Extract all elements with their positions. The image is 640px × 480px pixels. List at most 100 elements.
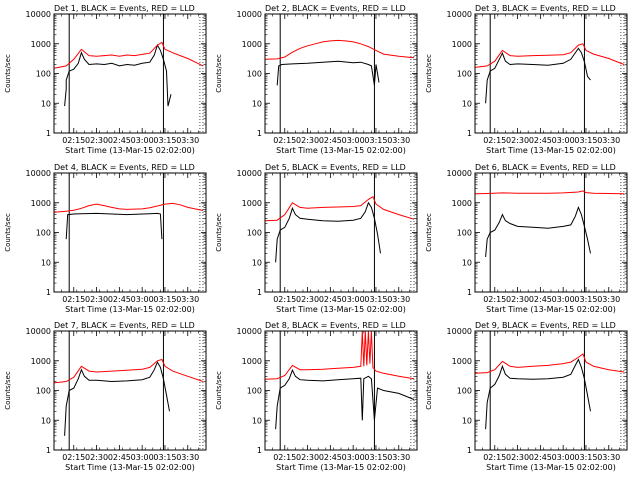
y-tick-label: 1 — [257, 446, 262, 455]
y-axis-label: Counts/sec — [425, 213, 433, 252]
series-black-line — [485, 205, 591, 258]
x-axis-label: Start Time (13-Mar-15 02:02:00) — [276, 146, 406, 155]
y-tick-label: 1000 — [452, 199, 472, 208]
x-tick-label: 03:15 — [364, 453, 387, 462]
y-axis-label: Counts/sec — [4, 213, 12, 252]
x-tick-label: 02:30 — [85, 295, 108, 304]
y-tick-label: 1000 — [31, 357, 51, 366]
y-tick-label: 1 — [46, 288, 51, 297]
y-tick-label: 10000 — [447, 327, 472, 336]
x-tick-label: 03:30 — [176, 136, 199, 145]
x-axis-label: Start Time (13-Mar-15 02:02:00) — [486, 305, 616, 314]
x-tick-label: 02:45 — [529, 136, 552, 145]
y-tick-label: 100 — [247, 387, 262, 396]
y-tick-label: 1000 — [452, 357, 472, 366]
y-tick-label: 10 — [462, 416, 472, 425]
y-tick-label: 1 — [46, 446, 51, 455]
x-tick-label: 03:15 — [364, 136, 387, 145]
x-tick-label: 02:45 — [319, 136, 342, 145]
x-tick-label: 03:30 — [387, 136, 410, 145]
series-black-line — [275, 368, 415, 430]
x-axis-label: Start Time (13-Mar-15 02:02:00) — [276, 305, 406, 314]
y-tick-label: 10 — [462, 258, 472, 267]
y-tick-label: 10000 — [26, 169, 51, 178]
x-tick-label: 03:30 — [387, 295, 410, 304]
x-tick-label: 02:30 — [506, 453, 529, 462]
x-tick-label: 02:45 — [108, 453, 131, 462]
y-tick-label: 1000 — [31, 199, 51, 208]
y-tick-label: 100 — [457, 387, 472, 396]
x-tick-label: 02:15 — [273, 295, 296, 304]
y-axis-label: Counts/sec — [4, 54, 12, 93]
x-tick-label: 03:00 — [131, 453, 154, 462]
detector-panel-9: Det 9, BLACK = Events, RED = LLD Counts/s… — [425, 321, 628, 472]
plot-frame — [474, 13, 628, 134]
series-red-line — [53, 202, 204, 213]
x-tick-label: 02:15 — [62, 295, 85, 304]
x-tick-label: 03:30 — [387, 453, 410, 462]
series-red-line — [474, 353, 625, 374]
x-tick-label: 03:00 — [552, 295, 575, 304]
x-tick-label: 03:15 — [153, 295, 176, 304]
y-axis-label: Counts/sec — [215, 371, 223, 410]
series-black-line — [64, 43, 172, 107]
y-tick-label: 10000 — [447, 10, 472, 19]
y-axis-label: Counts/sec — [215, 54, 223, 93]
y-tick-label: 10000 — [237, 169, 262, 178]
x-tick-label: 03:00 — [342, 295, 365, 304]
panel-title: Det 8, BLACK = Events, RED = LLD — [265, 321, 406, 330]
x-tick-label: 02:15 — [62, 453, 85, 462]
detector-panel-8: Det 8, BLACK = Events, RED = LLD Counts/s… — [215, 321, 418, 472]
x-tick-label: 02:15 — [62, 136, 85, 145]
x-axis-label: Start Time (13-Mar-15 02:02:00) — [65, 146, 195, 155]
y-tick-label: 100 — [36, 229, 51, 238]
detector-panel-7: Det 7, BLACK = Events, RED = LLD Counts/s… — [4, 321, 207, 472]
detector-panel-6: Det 6, BLACK = Events, RED = LLD Counts/s… — [425, 163, 628, 314]
x-tick-label: 03:30 — [597, 295, 620, 304]
x-tick-label: 03:15 — [574, 295, 597, 304]
panel-title: Det 7, BLACK = Events, RED = LLD — [54, 321, 195, 330]
x-tick-label: 03:30 — [597, 136, 620, 145]
series-black-line — [485, 358, 591, 430]
x-tick-label: 02:45 — [108, 136, 131, 145]
y-tick-label: 1 — [46, 129, 51, 138]
plot-frame — [264, 330, 418, 451]
x-tick-label: 02:45 — [108, 295, 131, 304]
x-tick-label: 02:30 — [85, 453, 108, 462]
y-axis-label: Counts/sec — [425, 371, 433, 410]
x-tick-label: 02:30 — [85, 136, 108, 145]
panel-title: Det 4, BLACK = Events, RED = LLD — [54, 163, 195, 172]
x-tick-label: 03:00 — [342, 136, 365, 145]
x-tick-label: 02:30 — [296, 453, 319, 462]
y-tick-label: 1000 — [242, 199, 262, 208]
y-tick-label: 1000 — [242, 40, 262, 49]
plot-frame — [264, 172, 418, 293]
y-tick-label: 100 — [36, 387, 51, 396]
series-black-line — [276, 60, 380, 86]
series-red-line — [474, 43, 625, 68]
y-tick-label: 10000 — [237, 327, 262, 336]
x-tick-label: 02:45 — [319, 295, 342, 304]
x-axis-label: Start Time (13-Mar-15 02:02:00) — [65, 305, 195, 314]
detector-panel-4: Det 4, BLACK = Events, RED = LLD Counts/s… — [4, 163, 207, 314]
plot-frame — [264, 13, 418, 134]
x-tick-label: 02:30 — [506, 136, 529, 145]
x-tick-label: 03:00 — [552, 136, 575, 145]
y-tick-label: 10000 — [447, 169, 472, 178]
detector-panel-2: Det 2, BLACK = Events, RED = LLD Counts/s… — [215, 4, 418, 155]
x-tick-label: 03:15 — [574, 453, 597, 462]
plot-frame — [474, 172, 628, 293]
x-tick-label: 03:00 — [131, 295, 154, 304]
y-tick-label: 100 — [247, 229, 262, 238]
series-black-line — [485, 47, 591, 104]
x-tick-label: 02:30 — [296, 295, 319, 304]
x-tick-label: 03:00 — [131, 136, 154, 145]
panel-title: Det 9, BLACK = Events, RED = LLD — [475, 321, 616, 330]
y-tick-label: 1000 — [31, 40, 51, 49]
panel-title: Det 2, BLACK = Events, RED = LLD — [265, 4, 406, 13]
y-tick-label: 10 — [462, 99, 472, 108]
x-tick-label: 02:15 — [273, 136, 296, 145]
series-black-line — [64, 360, 170, 436]
panel-title: Det 5, BLACK = Events, RED = LLD — [265, 163, 406, 172]
y-axis-label: Counts/sec — [215, 213, 223, 252]
